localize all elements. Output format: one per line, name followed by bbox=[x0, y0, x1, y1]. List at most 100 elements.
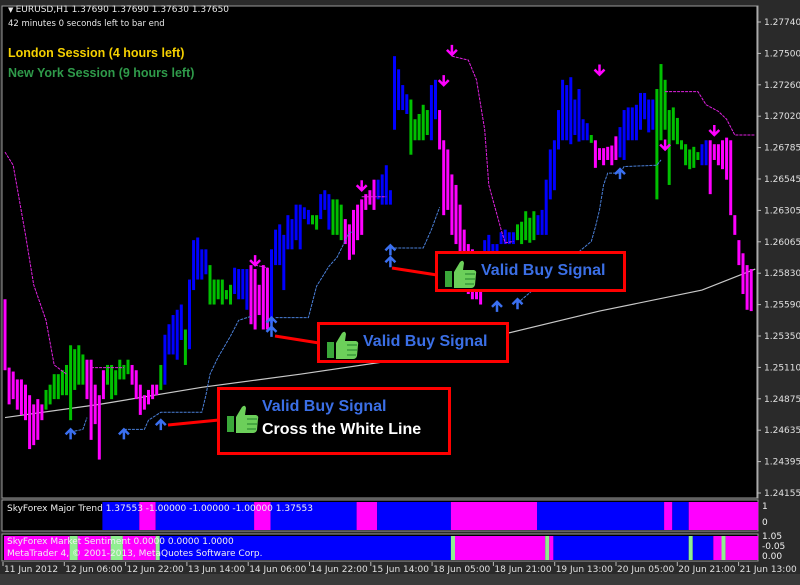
price-tick-label: 1.27500 bbox=[764, 49, 800, 59]
price-bar bbox=[101, 370, 105, 400]
price-bar bbox=[380, 174, 384, 205]
price-bar bbox=[233, 267, 237, 295]
sentiment-segment bbox=[688, 536, 693, 560]
time-tick-label: 13 Jun 14:00 bbox=[188, 565, 245, 575]
price-bar bbox=[458, 204, 462, 260]
symbol-info: ▼ EURUSD,H1 1.37690 1.37690 1.37630 1.37… bbox=[8, 5, 229, 15]
price-bar bbox=[409, 99, 413, 155]
callout-buy-signal-3: Valid Buy Signal bbox=[435, 251, 626, 292]
sell-arrow-icon bbox=[249, 255, 261, 267]
price-bar bbox=[425, 110, 429, 136]
price-bar bbox=[725, 137, 729, 180]
price-bar bbox=[118, 359, 122, 380]
price-bar bbox=[212, 279, 216, 305]
price-bar bbox=[548, 149, 552, 200]
price-bar bbox=[372, 179, 376, 210]
price-bar bbox=[507, 232, 511, 245]
resistance-stop-line bbox=[665, 91, 756, 136]
callout-title: Valid Buy Signal bbox=[363, 333, 488, 350]
price-bar bbox=[376, 179, 380, 200]
price-bar bbox=[598, 148, 601, 160]
time-tick-label: 20 Jun 21:00 bbox=[678, 565, 735, 575]
bar-timer: 42 minutes 0 seconds left to bar end bbox=[8, 19, 165, 29]
major-trend-segment bbox=[356, 502, 378, 530]
price-bar bbox=[175, 309, 179, 360]
thumbs-up-icon bbox=[445, 260, 477, 288]
price-tick-label: 1.24875 bbox=[764, 395, 800, 405]
sentiment-segment bbox=[4, 536, 70, 560]
price-bar bbox=[364, 194, 368, 210]
time-tick-label: 15 Jun 14:00 bbox=[372, 565, 429, 575]
price-bar bbox=[97, 395, 101, 460]
price-bar bbox=[335, 199, 339, 235]
price-bar bbox=[3, 299, 7, 371]
price-bar bbox=[32, 404, 36, 446]
price-bar bbox=[368, 190, 372, 205]
price-bar bbox=[73, 349, 77, 390]
collapse-triangle-icon[interactable]: ▼ bbox=[8, 6, 16, 14]
price-bar bbox=[261, 265, 265, 330]
price-bar bbox=[15, 379, 19, 410]
price-bar bbox=[442, 140, 446, 216]
price-bar bbox=[110, 364, 114, 400]
price-bar bbox=[393, 56, 396, 130]
support-stop-line bbox=[275, 231, 354, 319]
price-bar bbox=[741, 253, 745, 295]
price-bar bbox=[274, 229, 278, 266]
major-trend-segment bbox=[254, 502, 271, 530]
price-bar bbox=[11, 371, 15, 400]
price-bar bbox=[491, 244, 495, 255]
price-bar bbox=[151, 384, 155, 400]
price-bar bbox=[634, 104, 638, 141]
price-bar bbox=[532, 211, 536, 241]
price-bar bbox=[667, 110, 671, 185]
price-bar bbox=[138, 384, 142, 415]
sentiment-axis-zero: 0.00 bbox=[762, 552, 783, 562]
price-bar bbox=[606, 146, 610, 160]
buy-arrow-icon bbox=[491, 300, 503, 312]
price-bar bbox=[737, 240, 741, 266]
price-bar bbox=[106, 364, 109, 385]
market-sentiment-label: SkyForex Market Sentiment 0.0000 0.0000 … bbox=[7, 537, 234, 547]
price-bar bbox=[192, 240, 196, 291]
price-bar bbox=[602, 148, 606, 166]
price-bar bbox=[524, 211, 528, 241]
price-bar bbox=[716, 144, 720, 166]
time-tick-label: 14 Jun 22:00 bbox=[311, 565, 368, 575]
price-tick-label: 1.25590 bbox=[764, 301, 800, 311]
price-bar bbox=[93, 384, 97, 425]
price-bar bbox=[561, 79, 565, 141]
price-tick-label: 1.24635 bbox=[764, 426, 800, 436]
price-bar bbox=[663, 79, 667, 130]
callout-buy-signal-2: Valid Buy Signal bbox=[317, 322, 509, 363]
price-bar bbox=[52, 374, 56, 400]
price-bar bbox=[28, 395, 32, 450]
price-bar bbox=[183, 329, 187, 365]
price-bar bbox=[323, 190, 327, 210]
sentiment-segment bbox=[77, 536, 111, 560]
price-bar bbox=[647, 99, 651, 133]
price-bar bbox=[360, 199, 364, 235]
sell-arrow-icon bbox=[437, 75, 450, 87]
price-bar bbox=[282, 234, 286, 291]
price-bar bbox=[614, 136, 618, 160]
price-bar bbox=[81, 354, 85, 385]
price-tick-label: 1.27020 bbox=[764, 112, 800, 122]
price-tick-label: 1.27740 bbox=[764, 18, 800, 28]
sentiment-segment bbox=[725, 536, 759, 560]
price-bar bbox=[224, 290, 228, 300]
major-trend-segment bbox=[270, 502, 357, 530]
price-bar bbox=[684, 144, 688, 166]
price-bar bbox=[48, 384, 52, 405]
callout-subtitle: Cross the White Line bbox=[262, 421, 422, 438]
price-bar bbox=[528, 217, 532, 243]
thumbs-up-icon bbox=[327, 331, 359, 359]
price-bar bbox=[200, 249, 204, 280]
price-bar bbox=[680, 140, 683, 150]
price-bar bbox=[573, 99, 577, 136]
price-bar bbox=[60, 370, 64, 396]
price-bar bbox=[196, 237, 200, 280]
support-stop-line bbox=[386, 207, 441, 249]
price-bar bbox=[159, 364, 163, 390]
